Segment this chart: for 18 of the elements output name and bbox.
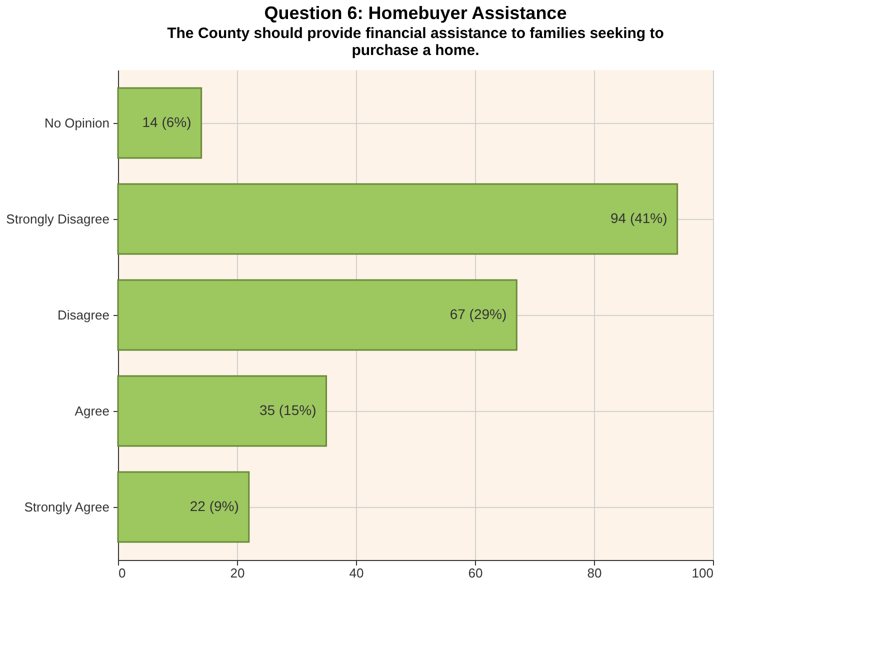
data-label: 22 (9%)	[190, 498, 239, 514]
x-tick-label: 0	[118, 566, 126, 580]
y-tick-label: Strongly Agree	[24, 500, 110, 514]
x-tick-label: 80	[587, 566, 602, 580]
x-tick-label: 40	[349, 566, 364, 580]
chart-subtitle: The County should provide financial assistance to families seeking to purchase a home.	[167, 25, 664, 59]
x-tick-label: 20	[230, 566, 245, 580]
chart-title: Question 6: Homebuyer Assistance	[264, 3, 567, 23]
data-label: 67 (29%)	[450, 306, 507, 322]
y-tick-label: Disagree	[57, 308, 110, 322]
data-label: 35 (15%)	[259, 402, 316, 418]
data-label: 94 (41%)	[610, 210, 668, 226]
y-tick-label: Agree	[74, 404, 110, 418]
y-tick-label: Strongly Disagree	[6, 212, 110, 226]
x-tick-label: 100	[692, 566, 714, 580]
data-label: 14 (6%)	[142, 114, 192, 130]
x-tick-label: 60	[468, 566, 483, 580]
y-tick-label: No Opinion	[44, 116, 110, 130]
